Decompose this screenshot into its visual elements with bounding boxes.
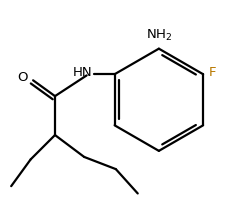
Text: NH$_2$: NH$_2$: [146, 27, 172, 42]
Text: F: F: [209, 67, 217, 79]
Text: HN: HN: [73, 67, 93, 79]
Text: O: O: [18, 71, 28, 84]
